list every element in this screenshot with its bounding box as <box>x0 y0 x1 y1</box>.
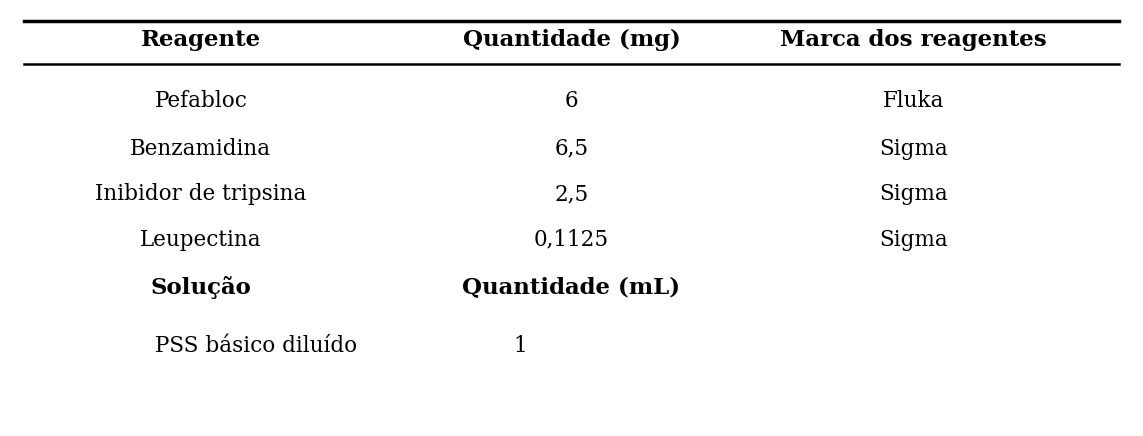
Text: Sigma: Sigma <box>879 183 948 205</box>
Text: 1: 1 <box>513 335 527 357</box>
Text: Pefabloc: Pefabloc <box>154 90 247 112</box>
Text: Benzamidina: Benzamidina <box>130 138 272 160</box>
Text: Inibidor de tripsina: Inibidor de tripsina <box>95 183 306 205</box>
Text: Reagente: Reagente <box>141 29 261 51</box>
Text: Leupectina: Leupectina <box>141 228 262 251</box>
Text: Solução: Solução <box>151 276 251 299</box>
Text: PSS básico diluído: PSS básico diluído <box>155 335 358 357</box>
Text: 2,5: 2,5 <box>554 183 589 205</box>
Text: Sigma: Sigma <box>879 228 948 251</box>
Text: 0,1125: 0,1125 <box>534 228 609 251</box>
Text: 6: 6 <box>565 90 578 112</box>
Text: Quantidade (mg): Quantidade (mg) <box>463 29 680 51</box>
Text: 6,5: 6,5 <box>554 138 589 160</box>
Text: Quantidade (mL): Quantidade (mL) <box>463 276 680 298</box>
Text: Marca dos reagentes: Marca dos reagentes <box>781 29 1047 51</box>
Text: Fluka: Fluka <box>882 90 944 112</box>
Text: Sigma: Sigma <box>879 138 948 160</box>
